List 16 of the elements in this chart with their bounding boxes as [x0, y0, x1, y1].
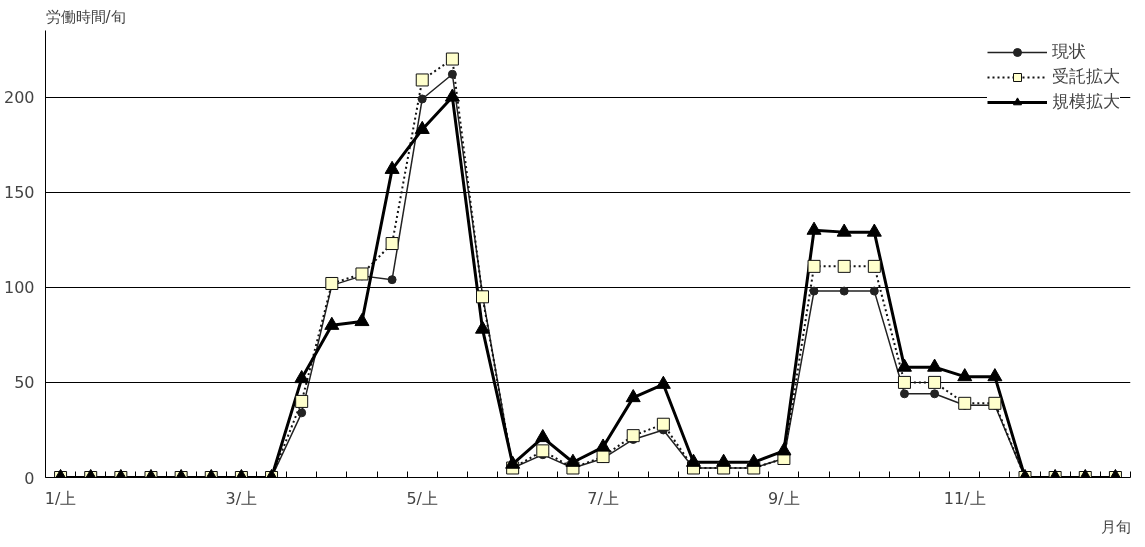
y-tick-label: 100	[3, 278, 35, 298]
legend-label: 規模拡大	[1052, 90, 1120, 113]
y-tick-label: 200	[3, 88, 35, 108]
x-tick-label: 11/上	[943, 488, 986, 508]
x-tick-label: 1/上	[44, 488, 77, 508]
y-tick-label: 150	[3, 183, 35, 203]
y-axis-title: 労働時間/旬	[45, 7, 126, 26]
x-tick-label: 3/上	[225, 488, 258, 508]
legend-label: 現状	[1052, 40, 1086, 63]
x-tick-label: 5/上	[406, 488, 439, 508]
legend-label: 受託拡大	[1052, 65, 1120, 88]
x-tick-label: 9/上	[768, 488, 800, 508]
y-tick-label: 0	[24, 468, 35, 488]
x-tick-label: 7/上	[587, 488, 619, 508]
y-tick-label: 50	[14, 373, 35, 393]
x-axis-title: 月旬	[1100, 517, 1131, 536]
